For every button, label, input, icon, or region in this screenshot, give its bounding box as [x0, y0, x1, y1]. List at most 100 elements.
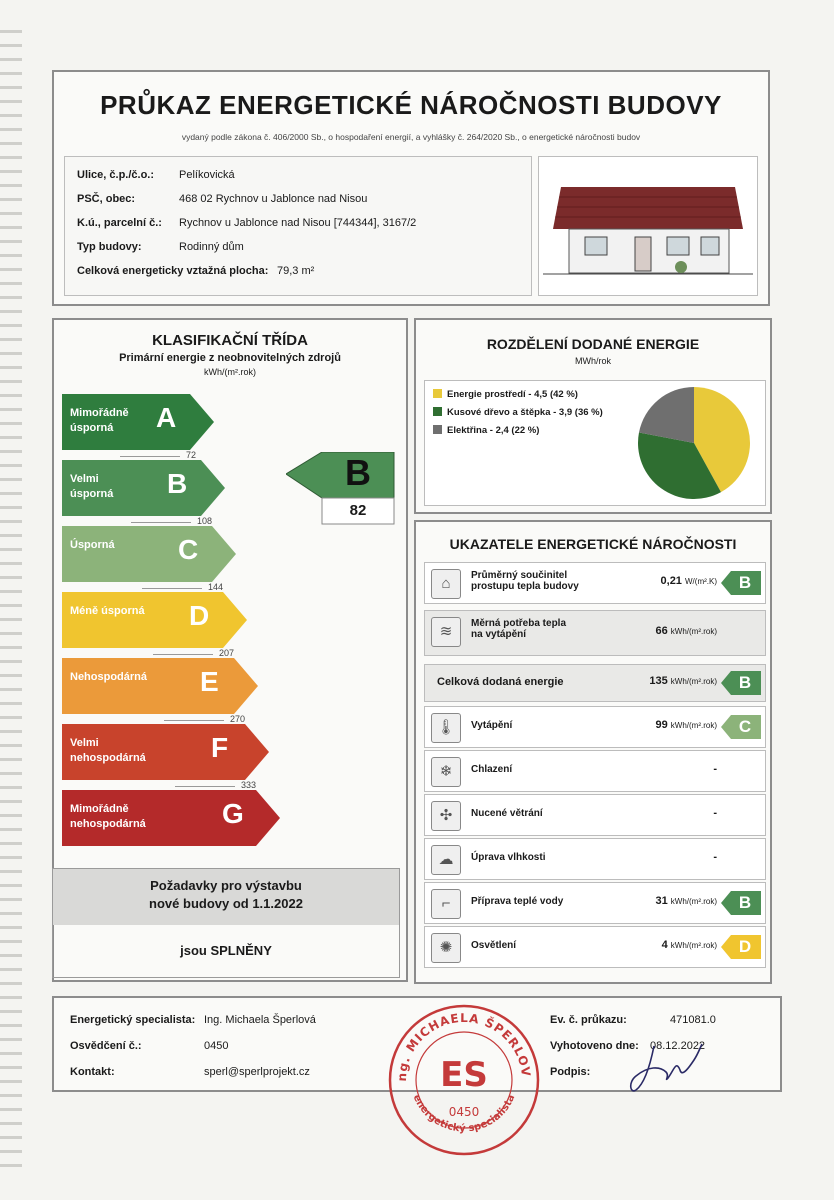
- band-letter: E: [200, 666, 219, 697]
- indicator-name: Vytápění: [471, 720, 513, 731]
- band-letter: B: [167, 468, 188, 499]
- indicator-row: ≋ Měrná potřeba tepla na vytápění 66 kWh/(m…: [424, 610, 766, 656]
- indicator-value: 99: [655, 719, 668, 731]
- issued-label: Vyhotoveno dne:: [550, 1040, 639, 1052]
- result-class-letter: B: [345, 452, 371, 493]
- band-letter: C: [178, 534, 199, 565]
- indicator-name: prostupu tepla budovy: [471, 581, 579, 592]
- energy-band-f: Velmi nehospodárná F: [62, 724, 269, 780]
- indicator-name: Celková dodaná energie: [437, 676, 564, 688]
- ku-label: K.ú., parcelní č.:: [77, 217, 162, 229]
- threshold-value: 207: [219, 648, 235, 658]
- indicator-name: Průměrný součinitel: [471, 570, 568, 581]
- indicator-name: na vytápění: [471, 629, 527, 640]
- requirements-line1: Požadavky pro výstavbu: [150, 878, 302, 893]
- threshold-value: 144: [208, 582, 224, 592]
- indicator-unit: kWh/(m².rok): [670, 897, 717, 906]
- indicator-class: B: [738, 673, 752, 692]
- band-letter: D: [189, 600, 210, 631]
- indicator-class: B: [738, 893, 752, 912]
- indicator-unit: kWh/(m².rok): [670, 677, 717, 686]
- indicator-class: B: [738, 573, 752, 592]
- house-icon: ⌂: [431, 569, 461, 599]
- certificate-label: Osvědčení č.:: [70, 1040, 142, 1052]
- svg-text:0450: 0450: [449, 1105, 480, 1119]
- indicator-class-arrow: [721, 935, 761, 959]
- official-stamp: Ing. MICHAELA ŠPERLOVÁ energetický speci…: [384, 1000, 540, 1156]
- spiral-binding: [0, 30, 22, 1170]
- indicator-class-arrow: [721, 571, 761, 595]
- requirements-box: Požadavky pro výstavbu nové budovy od 1.…: [52, 868, 400, 978]
- heat-demand-icon: ≋: [431, 617, 461, 647]
- footer-panel: Energetický specialista: Ing. Michaela Š…: [52, 996, 782, 1092]
- indicator-row: ☁ Úprava vlhkosti -: [424, 838, 766, 880]
- area-label: Celková energeticky vztažná plocha:: [77, 265, 269, 277]
- indicator-row: ❄ Chlazení -: [424, 750, 766, 792]
- street-value: Pelíkovická: [179, 169, 235, 181]
- indicator-class: D: [738, 937, 752, 956]
- indicator-name: Osvětlení: [471, 940, 517, 951]
- thermometer-icon: 🌡: [431, 713, 461, 743]
- fan-icon: ✣: [431, 801, 461, 831]
- requirements-line2: nové budovy od 1.1.2022: [149, 896, 303, 911]
- band-arrow: [62, 526, 236, 582]
- psc-label: PSČ, obec:: [77, 193, 136, 205]
- indicator-class: C: [738, 717, 752, 736]
- specialist-label: Energetický specialista:: [70, 1014, 196, 1026]
- energy-pie-chart: [638, 387, 750, 499]
- distribution-title: ROZDĚLENÍ DODANÉ ENERGIE: [486, 336, 700, 352]
- indicator-value: -: [713, 851, 717, 863]
- indicator-row: ✺ Osvětlení 4 kWh/(m².rok) D: [424, 926, 766, 968]
- building-type-label: Typ budovy:: [77, 241, 142, 253]
- requirements-result: jsou SPLNĚNY: [180, 943, 272, 958]
- contact-label: Kontakt:: [70, 1066, 115, 1078]
- energy-band-c: Úsporná C: [62, 526, 236, 582]
- bulb-icon: ✺: [431, 933, 461, 963]
- faucet-icon: ⌐: [431, 889, 461, 919]
- house-drawing: [538, 156, 758, 296]
- legend-item: Kusové dřevo a štěpka - 3,9 (36 %): [433, 407, 603, 418]
- specialist-value: Ing. Michaela Šperlová: [204, 1014, 316, 1026]
- threshold-line: [153, 654, 213, 655]
- band-letter: G: [222, 798, 244, 829]
- indicators-title: UKAZATELE ENERGETICKÉ NÁROČNOSTI: [449, 536, 737, 552]
- document-subtitle: vydaný podle zákona č. 406/2000 Sb., o h…: [181, 132, 641, 142]
- pie-slice-1: [638, 432, 721, 499]
- indicator-value: 135: [649, 675, 668, 687]
- indicator-unit: kWh/(m².rok): [670, 627, 717, 636]
- threshold-line: [175, 786, 235, 787]
- evno-value: 471081.0: [670, 1014, 716, 1026]
- threshold-value: 270: [230, 714, 246, 724]
- area-value: 79,3 m²: [277, 265, 315, 277]
- address-block: Ulice, č.p./č.o.: Pelíkovická PSČ, obec: 4…: [64, 156, 532, 296]
- energy-band-e: Nehospodárná E: [62, 658, 258, 714]
- band-label: Mimořádně: [70, 407, 129, 419]
- indicator-unit: kWh/(m².rok): [670, 721, 717, 730]
- classification-title: KLASIFIKAČNÍ TŘÍDA: [152, 332, 308, 349]
- threshold-value: 333: [241, 780, 257, 790]
- band-label: Nehospodárná: [70, 671, 148, 683]
- classification-subtitle: Primární energie z neobnovitelných zdroj…: [119, 352, 341, 364]
- pie-slice-2: [638, 387, 694, 443]
- indicator-row: Celková dodaná energie 135 kWh/(m².rok) B: [424, 664, 766, 702]
- band-arrow: [62, 592, 247, 648]
- indicator-value: 66: [655, 625, 668, 637]
- legend-swatch: [433, 425, 442, 434]
- band-arrow: [62, 394, 214, 450]
- indicator-value: 4: [661, 939, 668, 951]
- band-arrow: [62, 724, 269, 780]
- ku-value: Rychnov u Jablonce nad Nisou [744344], 3…: [179, 217, 417, 229]
- classification-unit: kWh/(m².rok): [204, 367, 256, 377]
- threshold-value: 108: [197, 516, 213, 526]
- document-title: PRŮKAZ ENERGETICKÉ NÁROČNOSTI BUDOVY: [100, 90, 722, 120]
- header-panel: PRŮKAZ ENERGETICKÉ NÁROČNOSTI BUDOVY vyd…: [52, 70, 770, 306]
- psc-value: 468 02 Rychnov u Jablonce nad Nisou: [179, 193, 368, 205]
- energy-band-g: Mimořádně nehospodárná G: [62, 790, 280, 846]
- legend-item: Energie prostředí - 4,5 (42 %): [433, 389, 578, 400]
- distribution-chart-area: Energie prostředí - 4,5 (42 %) Kusové dř…: [424, 380, 766, 506]
- threshold-line: [164, 720, 224, 721]
- signature: [629, 1043, 703, 1092]
- energy-band-d: Méně úsporná D: [62, 592, 247, 648]
- band-label: Velmi: [70, 473, 99, 485]
- indicator-row: ⌂ Průměrný součinitel prostupu tepla budov…: [424, 562, 766, 604]
